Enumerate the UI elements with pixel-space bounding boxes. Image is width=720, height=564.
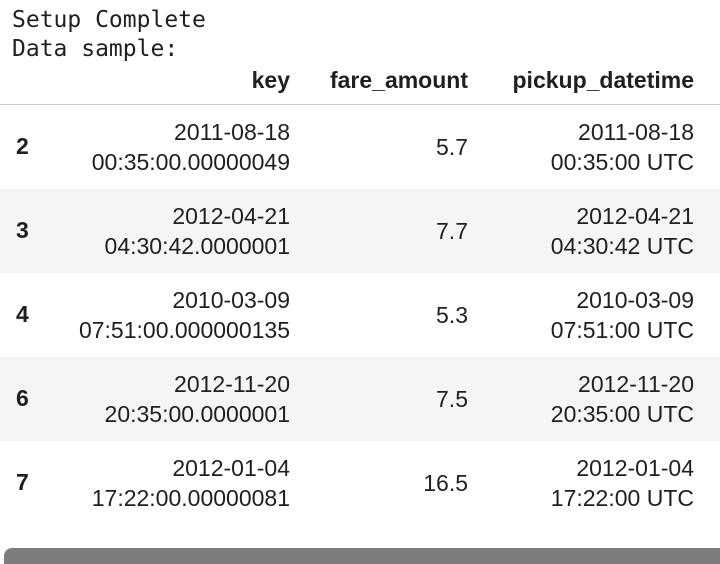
cell-key-time: 17:22:00.00000081 xyxy=(91,484,290,511)
row-index: 6 xyxy=(16,385,29,411)
column-header-pickup-datetime: pickup_datetime xyxy=(478,56,720,105)
table-row: 7 2012-01-04 17:22:00.00000081 16.5 2012… xyxy=(0,441,720,525)
cell-key-date: 2011-08-18 xyxy=(174,118,290,145)
cell-pickup-datetime: 2012-11-20 20:35:00 UTC xyxy=(478,357,720,441)
row-index: 4 xyxy=(16,301,29,327)
dataframe-container: key fare_amount pickup_datetime 2 2011-0… xyxy=(0,56,720,536)
table-row: 4 2010-03-09 07:51:00.000000135 5.3 2010… xyxy=(0,273,720,357)
column-header-key: key xyxy=(44,56,300,105)
cell-key-date: 2012-04-21 xyxy=(172,202,290,229)
cell-pickup-datetime: 2010-03-09 07:51:00 UTC xyxy=(478,273,720,357)
table-row: 2 2011-08-18 00:35:00.00000049 5.7 2011-… xyxy=(0,105,720,189)
cell-pickup-date: 2011-08-18 xyxy=(578,118,694,145)
stdout-line-setup: Setup Complete xyxy=(12,7,206,33)
cell-pickup-time: 20:35:00 UTC xyxy=(550,400,694,427)
cell-key: 2011-08-18 00:35:00.00000049 xyxy=(44,105,300,189)
cell-key-time: 07:51:00.000000135 xyxy=(78,316,290,343)
cell-key-time: 20:35:00.0000001 xyxy=(104,400,290,427)
cell-pickup-datetime: 2012-04-21 04:30:42 UTC xyxy=(478,189,720,273)
cell-pickup-time: 07:51:00 UTC xyxy=(550,316,694,343)
horizontal-scrollbar[interactable] xyxy=(4,548,720,564)
cell-pickup-time: 00:35:00 UTC xyxy=(550,148,694,175)
row-index: 2 xyxy=(16,133,29,160)
cell-pickup-datetime: 2011-08-18 00:35:00 UTC xyxy=(478,105,720,189)
cell-key-time: 00:35:00.00000049 xyxy=(91,148,290,175)
cell-pickup-time: 17:22:00 UTC xyxy=(550,484,694,511)
table-header-row: key fare_amount pickup_datetime xyxy=(0,56,720,105)
cell-pickup-datetime: 2012-01-04 17:22:00 UTC xyxy=(478,441,720,525)
cell-fare-amount: 7.7 xyxy=(436,217,468,244)
cell-key: 2010-03-09 07:51:00.000000135 xyxy=(44,273,300,357)
cell-key: 2012-04-21 04:30:42.0000001 xyxy=(44,189,300,273)
row-index: 7 xyxy=(16,469,29,495)
cell-pickup-date: 2010-03-09 xyxy=(576,286,694,313)
table-row: 3 2012-04-21 04:30:42.0000001 7.7 2012-0… xyxy=(0,188,720,273)
cell-fare-amount: 16.5 xyxy=(423,469,468,496)
table-row: 6 2012-11-20 20:35:00.0000001 7.5 2012-1… xyxy=(0,356,720,441)
cell-pickup-date: 2012-04-21 xyxy=(576,202,694,229)
cell-key-date: 2012-11-20 xyxy=(174,370,290,397)
cell-key-date: 2012-01-04 xyxy=(172,454,290,481)
cell-pickup-date: 2012-11-20 xyxy=(578,370,694,397)
cell-pickup-time: 04:30:42 UTC xyxy=(550,232,694,259)
dataframe-table: key fare_amount pickup_datetime 2 2011-0… xyxy=(0,56,720,525)
cell-fare-amount: 5.7 xyxy=(436,133,468,160)
row-index: 3 xyxy=(16,217,29,243)
cell-fare-amount: 7.5 xyxy=(436,385,468,412)
cell-pickup-date: 2012-01-04 xyxy=(576,454,694,481)
cell-key-time: 04:30:42.0000001 xyxy=(104,232,290,259)
index-header xyxy=(0,56,44,105)
cell-key-date: 2010-03-09 xyxy=(172,286,290,313)
cell-key: 2012-11-20 20:35:00.0000001 xyxy=(44,357,300,441)
cell-fare-amount: 5.3 xyxy=(436,301,468,328)
column-header-fare-amount: fare_amount xyxy=(300,56,478,105)
cell-key: 2012-01-04 17:22:00.00000081 xyxy=(44,441,300,525)
